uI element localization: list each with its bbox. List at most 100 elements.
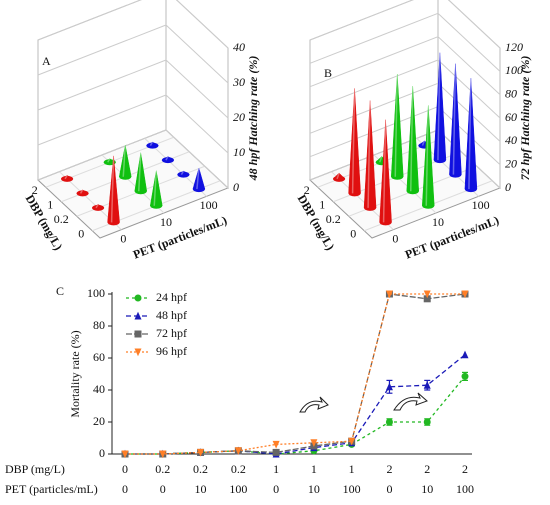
y-tick-label: 40 <box>93 382 105 396</box>
marker <box>423 381 431 389</box>
cone-body <box>118 145 132 177</box>
cone <box>464 78 478 193</box>
x-tick-label: 2 <box>386 462 392 476</box>
cone <box>433 52 447 164</box>
z-tick-label: 40 <box>233 40 245 54</box>
x-tick-label: 0 <box>122 462 128 476</box>
x-tick-label: 1 <box>311 462 317 476</box>
legend-marker <box>134 311 142 320</box>
y-tick-label: 80 <box>93 318 105 332</box>
cone <box>149 170 163 209</box>
cone <box>118 145 132 180</box>
x-tick-label: 1 <box>273 462 279 476</box>
cone-body <box>107 155 120 223</box>
cone <box>176 170 191 178</box>
cone-body <box>390 74 404 177</box>
x-tick-label: 0.2 <box>231 462 246 476</box>
cone-shine <box>394 74 398 177</box>
cone-body <box>421 105 435 206</box>
dbp-tick-label: 1 <box>47 198 53 212</box>
series-line <box>125 293 465 455</box>
pet-tick-label: 100 <box>472 198 490 212</box>
x-tick-label: 0 <box>273 482 279 496</box>
legend-marker <box>134 294 142 302</box>
cone-shine <box>336 172 340 180</box>
x-tick-label: 10 <box>308 482 320 496</box>
z-tick-label: 120 <box>505 40 523 54</box>
cone-shine <box>351 88 356 194</box>
z-tick-label: 0 <box>233 180 239 194</box>
cone-shine <box>421 140 426 146</box>
z-tick-label: 100 <box>505 63 523 77</box>
panel-label: B <box>324 66 332 80</box>
marker <box>310 439 318 447</box>
pet-tick-label: 100 <box>200 198 218 212</box>
cone-body <box>75 189 90 194</box>
cone-body <box>145 141 160 146</box>
marker <box>461 350 469 359</box>
grid-line <box>37 0 229 49</box>
marker <box>385 418 393 426</box>
marker <box>423 295 431 303</box>
cone <box>75 189 90 197</box>
dbp-tick-label: 0 <box>78 227 84 241</box>
marker <box>385 382 393 391</box>
x-tick-label: 10 <box>195 482 207 496</box>
cone-body <box>134 152 148 192</box>
marker <box>461 372 469 380</box>
marker <box>272 440 280 449</box>
cone <box>406 86 420 195</box>
x-tick-label: 0 <box>122 482 128 496</box>
panel-label: A <box>42 54 51 68</box>
z-tick-label: 10 <box>233 145 245 159</box>
cone-shine <box>79 189 84 194</box>
cone <box>332 172 346 182</box>
grid-line <box>309 36 501 96</box>
x-tick-label: 2 <box>462 462 468 476</box>
legend-label: 24 hpf <box>156 290 187 304</box>
x-tick-label: 0.2 <box>155 462 170 476</box>
cone-shine <box>110 155 115 223</box>
z-tick-label: 60 <box>505 110 517 124</box>
cone <box>134 152 148 195</box>
x-tick-label: 0 <box>386 482 392 496</box>
cone-shine <box>382 119 387 223</box>
x-tick-label: 100 <box>343 482 361 496</box>
x-tick-label: 10 <box>421 482 433 496</box>
cone-shine <box>138 152 142 192</box>
marker <box>272 448 280 456</box>
z-tick-label: 30 <box>232 75 245 89</box>
panel-label: C <box>56 284 64 298</box>
cone <box>160 156 175 164</box>
marker <box>121 450 129 459</box>
z-tick-label: 20 <box>233 110 245 124</box>
cone <box>390 74 404 180</box>
x-tick-label: 0 <box>160 482 166 496</box>
series-line <box>125 375 466 455</box>
dbp-tick-label: 0.2 <box>54 212 69 226</box>
marker <box>461 290 469 299</box>
cone-shine <box>452 63 457 175</box>
cone-body <box>449 63 462 175</box>
cone <box>145 141 160 149</box>
legend-label: 48 hpf <box>156 308 187 322</box>
z-tick-label: 80 <box>505 86 517 100</box>
cone-shine <box>425 105 429 206</box>
cone-body <box>332 172 346 180</box>
cone <box>449 63 462 178</box>
x-row-title: PET (particles/mL) <box>5 482 98 496</box>
pet-tick-label: 10 <box>432 215 444 229</box>
marker <box>234 447 242 455</box>
cone-body <box>102 158 117 163</box>
y-tick-label: 0 <box>99 446 105 460</box>
cone <box>91 204 106 211</box>
cone-shine <box>165 156 169 161</box>
z-tick-label: 40 <box>505 133 517 147</box>
cone-shine <box>367 100 371 208</box>
cone-shine <box>149 141 154 146</box>
cone-shine <box>437 52 441 161</box>
y-tick-label: 60 <box>93 350 105 364</box>
z-axis-title: 48 hpf Hatching rate (%) <box>246 56 260 182</box>
